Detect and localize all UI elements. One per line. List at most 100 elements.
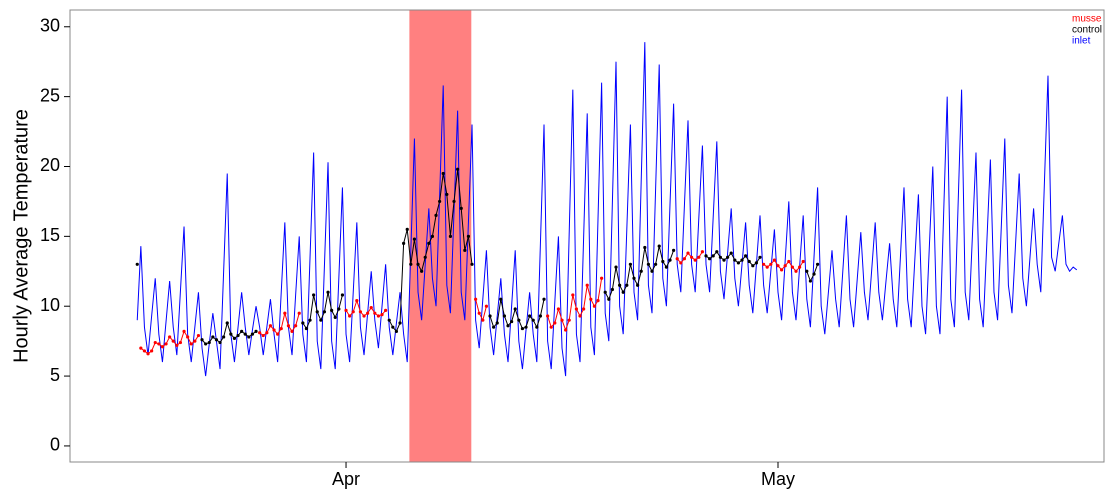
- point: [146, 352, 150, 356]
- point: [715, 250, 719, 254]
- point: [409, 262, 413, 266]
- point: [268, 324, 273, 328]
- y-tick-label: 10: [40, 295, 60, 315]
- point: [740, 258, 744, 262]
- point: [164, 342, 168, 346]
- point: [142, 349, 147, 353]
- point: [470, 262, 474, 266]
- y-tick-label: 5: [50, 365, 60, 385]
- point: [798, 265, 802, 269]
- point: [790, 265, 795, 269]
- point: [636, 283, 640, 287]
- point: [441, 171, 445, 176]
- point: [337, 307, 341, 311]
- y-tick-label: 20: [40, 155, 60, 175]
- point: [366, 311, 370, 315]
- point: [247, 335, 251, 339]
- y-tick-label: 25: [40, 85, 60, 105]
- point: [816, 262, 820, 266]
- point: [243, 332, 247, 336]
- point: [474, 297, 478, 301]
- point: [355, 299, 359, 303]
- point: [430, 234, 435, 238]
- point: [466, 234, 471, 238]
- point: [373, 311, 377, 315]
- point: [358, 310, 363, 314]
- point: [553, 321, 557, 325]
- point: [196, 333, 201, 338]
- point: [499, 297, 503, 301]
- point: [387, 318, 391, 322]
- point: [312, 293, 316, 297]
- point: [207, 340, 211, 345]
- point: [668, 258, 672, 262]
- point: [747, 259, 751, 264]
- point: [265, 331, 269, 335]
- point: [211, 335, 215, 339]
- point: [391, 325, 395, 329]
- point: [398, 321, 402, 325]
- point: [711, 254, 715, 258]
- y-axis-label: Hourly Average Temperature: [10, 109, 32, 363]
- point: [150, 349, 154, 353]
- point: [384, 308, 388, 313]
- point: [218, 340, 222, 345]
- point: [610, 287, 615, 292]
- point: [614, 265, 618, 269]
- point: [135, 262, 139, 266]
- legend-entry: musse: [1072, 14, 1102, 25]
- point: [153, 340, 157, 345]
- point: [718, 255, 723, 259]
- point: [765, 265, 769, 269]
- point: [729, 251, 733, 255]
- point: [675, 257, 679, 261]
- legend-entry: inlet: [1072, 36, 1091, 47]
- point: [333, 315, 337, 319]
- point: [776, 264, 780, 268]
- point: [276, 332, 280, 336]
- point: [412, 237, 417, 241]
- point: [236, 333, 240, 338]
- point: [531, 318, 535, 322]
- x-tick-label: Apr: [332, 469, 360, 489]
- point: [704, 254, 708, 258]
- point: [189, 342, 193, 346]
- point: [654, 262, 658, 266]
- point: [538, 314, 543, 318]
- point: [301, 321, 305, 325]
- point: [582, 307, 586, 311]
- point: [427, 241, 431, 245]
- point: [607, 297, 611, 301]
- point: [510, 319, 514, 324]
- point: [657, 244, 661, 248]
- point: [492, 325, 496, 329]
- point: [596, 299, 600, 303]
- point: [258, 331, 262, 335]
- point: [326, 290, 330, 294]
- point: [618, 283, 622, 287]
- point: [567, 318, 571, 322]
- point: [394, 329, 399, 333]
- y-tick-label: 30: [40, 16, 60, 36]
- point: [758, 255, 762, 259]
- point: [283, 311, 287, 315]
- point: [733, 258, 737, 262]
- point: [520, 326, 525, 331]
- point: [434, 213, 438, 217]
- point: [697, 255, 701, 259]
- point: [186, 335, 190, 339]
- point: [340, 293, 345, 297]
- point: [171, 339, 175, 343]
- point: [445, 192, 449, 197]
- point: [484, 304, 489, 308]
- series-line: [136, 42, 1078, 377]
- point: [722, 258, 726, 262]
- point: [528, 314, 532, 318]
- point: [564, 328, 568, 332]
- point: [495, 321, 499, 325]
- point: [459, 206, 463, 211]
- point: [686, 251, 690, 255]
- point: [308, 318, 312, 322]
- point: [513, 307, 517, 311]
